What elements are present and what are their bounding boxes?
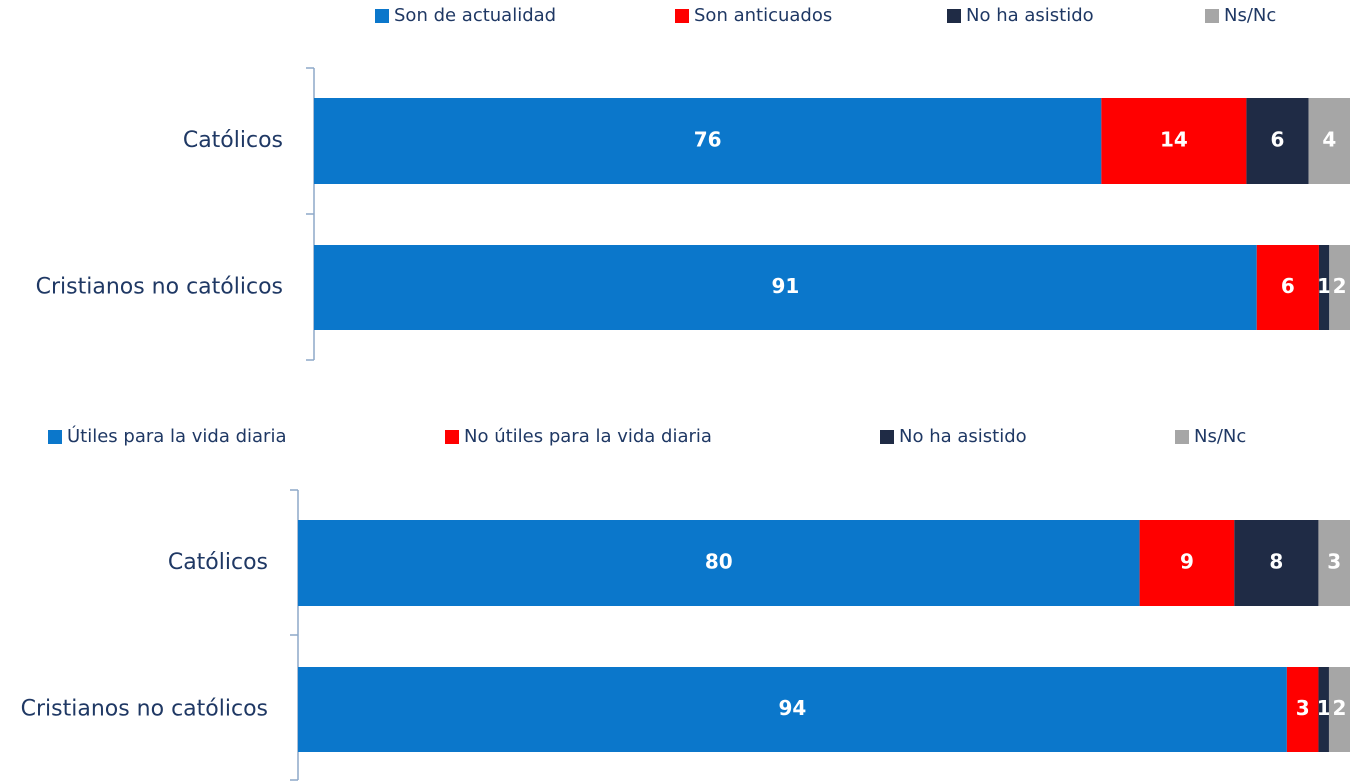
bar-segment — [298, 520, 1140, 606]
legend-label: Ns/Nc — [1224, 5, 1276, 26]
legend-label: No ha asistido — [899, 426, 1027, 447]
data-label: 94 — [779, 696, 807, 720]
bar-segment — [314, 98, 1102, 184]
legend-swatch — [445, 430, 459, 444]
legend-label: Son anticuados — [694, 5, 832, 26]
bar-segment — [1318, 667, 1329, 752]
bar-segment — [1139, 520, 1235, 606]
bar-segment — [1256, 245, 1319, 330]
data-label: 91 — [771, 274, 799, 298]
bar-segment — [1329, 245, 1350, 330]
data-label: 3 — [1327, 550, 1341, 574]
legend-label: Útiles para la vida diaria — [67, 425, 287, 447]
bar-segment — [1318, 245, 1330, 330]
legend-swatch — [375, 9, 389, 23]
data-label: 6 — [1281, 274, 1295, 298]
category-label: Católicos — [168, 550, 268, 575]
legend-swatch — [48, 430, 62, 444]
legend-label: Ns/Nc — [1194, 426, 1246, 447]
data-label: 2 — [1333, 696, 1347, 720]
data-label: 1 — [1317, 696, 1331, 720]
data-label: 76 — [694, 128, 722, 152]
data-label: 1 — [1317, 274, 1331, 298]
legend-swatch — [675, 9, 689, 23]
data-label: 9 — [1180, 550, 1194, 574]
data-label: 2 — [1333, 274, 1347, 298]
data-label: 80 — [705, 550, 733, 574]
legend-swatch — [1205, 9, 1219, 23]
legend-swatch — [1175, 430, 1189, 444]
bar-segment — [1234, 520, 1319, 606]
category-label: Cristianos no católicos — [21, 697, 268, 722]
legend-swatch — [880, 430, 894, 444]
data-label: 4 — [1322, 128, 1336, 152]
bar-segment — [298, 667, 1287, 752]
bar-segment — [1286, 667, 1319, 752]
legend-label: No útiles para la vida diaria — [464, 426, 712, 447]
legend-label: Son de actualidad — [394, 5, 556, 26]
bar-segment — [1318, 520, 1350, 606]
data-label: 6 — [1271, 128, 1285, 152]
category-label: Católicos — [183, 128, 283, 153]
bar-segment — [1328, 667, 1350, 752]
bar-segment — [1308, 98, 1350, 184]
bar-segment — [1101, 98, 1247, 184]
legend-label: No ha asistido — [966, 5, 1094, 26]
legend-swatch — [947, 9, 961, 23]
bar-segment — [1246, 98, 1309, 184]
data-label: 14 — [1160, 128, 1188, 152]
bar-segment — [314, 245, 1257, 330]
data-label: 3 — [1296, 696, 1310, 720]
category-label: Cristianos no católicos — [36, 275, 283, 300]
data-label: 8 — [1269, 550, 1283, 574]
